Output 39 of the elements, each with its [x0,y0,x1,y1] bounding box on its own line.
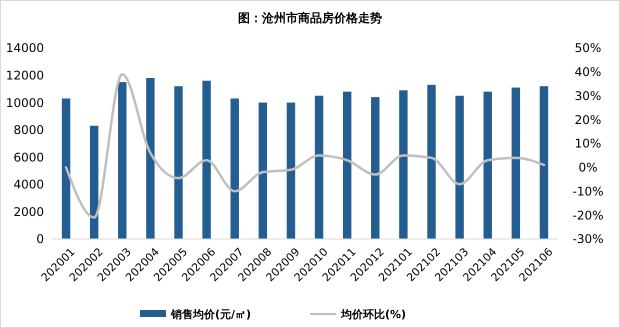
y2-tick-label: 30% [574,88,602,103]
y2-tick-label: 40% [574,65,602,80]
bar [512,88,520,239]
bar [90,126,98,239]
y-tick-label: 14000 [6,41,44,56]
bar [371,97,380,239]
y-tick-label: 2000 [13,204,44,219]
bar [455,96,464,239]
y2-tick-label: -20% [572,208,604,222]
legend-label: 均价环比(%) [340,308,406,321]
bar [399,90,408,239]
bar [427,84,436,239]
bar [286,102,296,239]
y2-tick-label: -30% [572,232,604,246]
y-tick-label: 0 [36,232,44,246]
y-tick-label: 6000 [13,150,44,164]
bar [146,78,155,239]
bar [174,86,183,239]
y2-tick-label: -10% [572,184,604,198]
legend-label: 销售均价(元/㎡) [170,308,252,321]
bar [314,96,324,239]
y-tick-label: 8000 [13,123,44,138]
bar [540,86,548,239]
bar [484,92,492,239]
bar [342,92,352,239]
bar [230,98,239,239]
y-tick-label: 12000 [6,68,44,82]
line-series [64,73,546,219]
y-tick-label: 4000 [13,178,44,192]
y2-tick-label: 20% [574,112,602,127]
y2-tick-label: 0% [578,160,598,175]
bar [202,80,211,239]
bar [118,82,126,239]
y2-tick-label: 50% [574,41,602,56]
y2-tick-label: 10% [574,136,602,151]
y-tick-label: 10000 [6,96,44,110]
bar [62,98,70,239]
bar [258,102,268,239]
chart-title: 图：沧州市商品房价格走势 [238,11,382,25]
